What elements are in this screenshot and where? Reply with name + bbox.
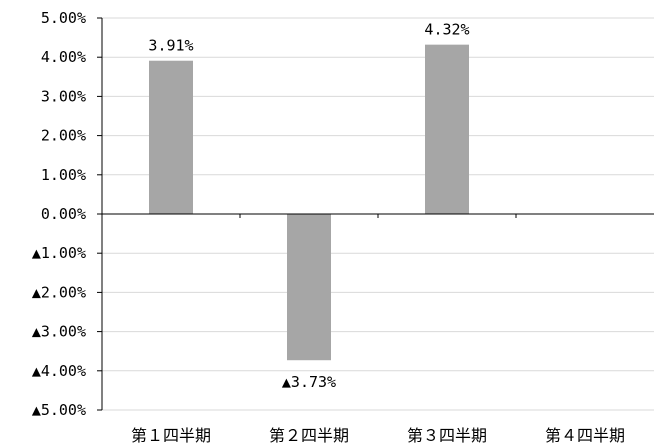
x-tick-label: 第４四半期 [545, 426, 625, 445]
bar-3 [425, 44, 469, 214]
bar-1 [149, 60, 193, 215]
y-tick-label: 2.00% [41, 127, 86, 145]
bars [149, 44, 469, 361]
y-tick-label: ▲4.00% [32, 362, 86, 380]
x-tick-label: 第２四半期 [269, 426, 349, 445]
y-tick-label: 4.00% [41, 48, 86, 66]
data-label-3: 4.32% [424, 21, 469, 39]
y-tick-label: 5.00% [41, 9, 86, 27]
y-tick-label: ▲2.00% [32, 283, 86, 301]
data-label-2: ▲3.73% [282, 373, 336, 391]
y-tick-label: 1.00% [41, 166, 86, 184]
y-tick-label: 0.00% [41, 205, 86, 223]
y-tick-label: 3.00% [41, 87, 86, 105]
gridlines [102, 17, 654, 411]
x-tick-labels: 第１四半期 第２四半期 第３四半期 第４四半期 [131, 426, 625, 445]
bar-2 [287, 214, 331, 361]
y-tick-labels: 5.00% 4.00% 3.00% 2.00% 1.00% 0.00% ▲1.00% ▲2.0… [32, 9, 86, 419]
y-tick-label: ▲5.00% [32, 401, 86, 419]
y-tick-label: ▲1.00% [32, 244, 86, 262]
axes [97, 17, 654, 411]
data-label-1: 3.91% [148, 37, 193, 55]
x-tick-label: 第１四半期 [131, 426, 211, 445]
y-tick-label: ▲3.00% [32, 323, 86, 341]
x-tick-label: 第３四半期 [407, 426, 487, 445]
data-labels: 3.91% ▲3.73% 4.32% [148, 21, 469, 392]
